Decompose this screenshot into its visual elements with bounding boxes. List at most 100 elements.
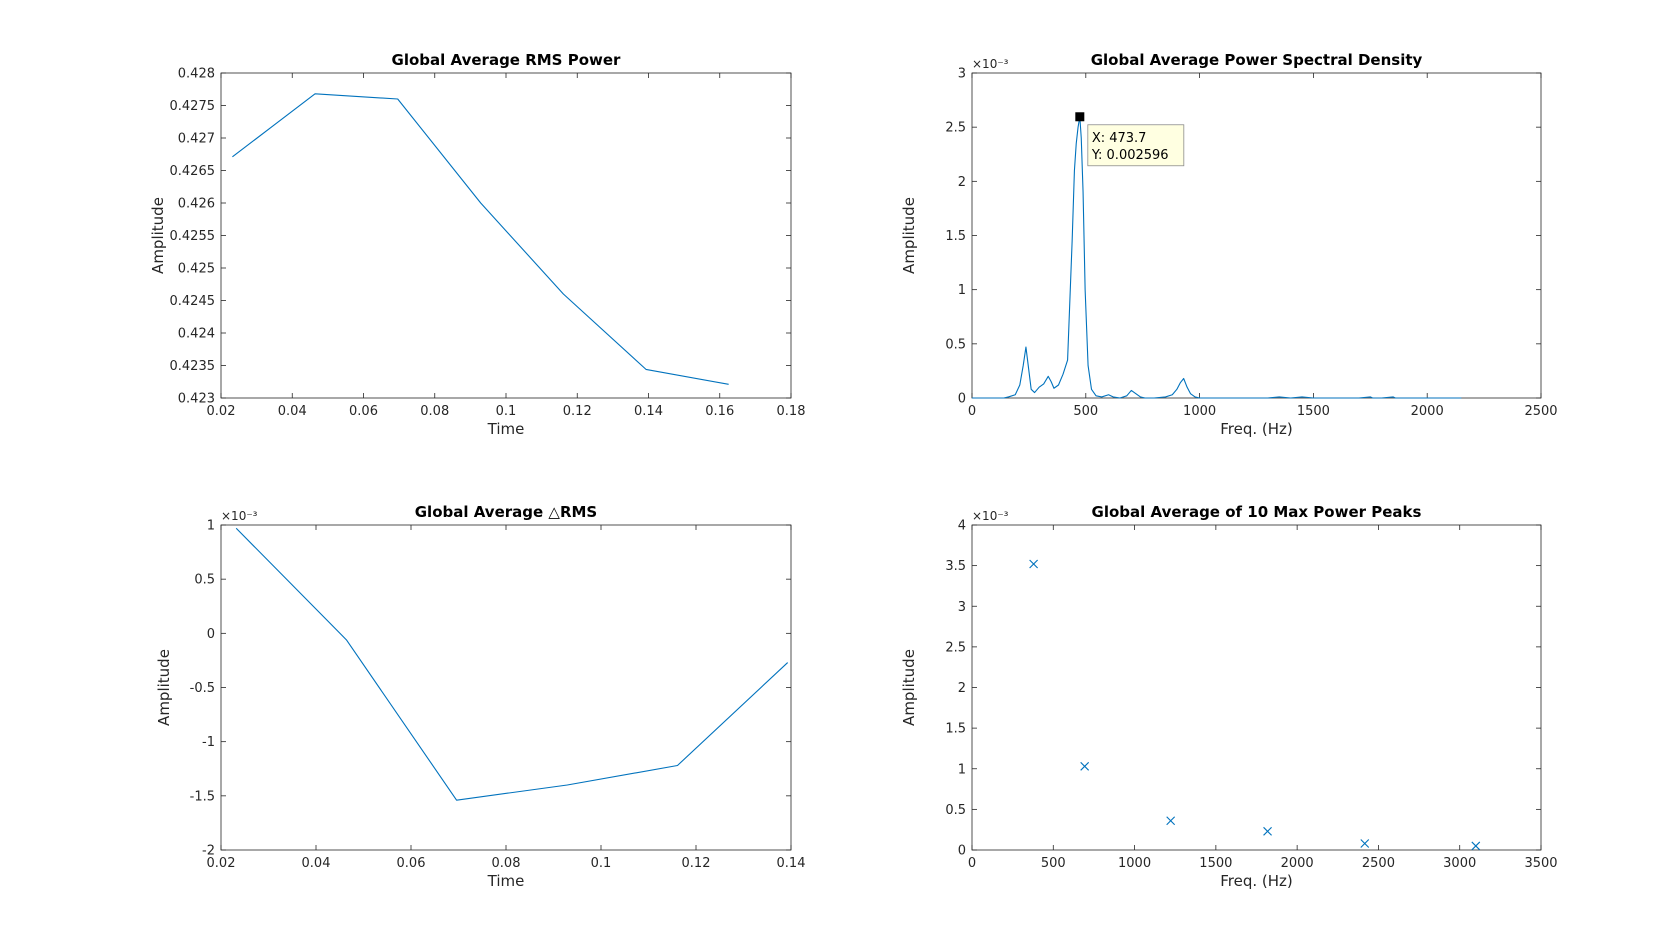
scatter-point	[1360, 839, 1370, 848]
y-axis-label: Amplitude	[155, 649, 173, 726]
x-tick-label: 1500	[1297, 404, 1330, 419]
x-tick-label: 2000	[1411, 404, 1444, 419]
scatter-point	[1029, 559, 1039, 569]
x-tick-label: 2500	[1362, 856, 1395, 871]
y-exponent-label: ×10⁻³	[972, 509, 1009, 523]
axes-box	[971, 72, 1542, 399]
x-tick-label: 0.06	[397, 856, 426, 871]
x-tick-label: 0.02	[207, 404, 236, 419]
series-line	[235, 527, 789, 801]
y-tick-label: 2.5	[945, 121, 966, 136]
y-tick-label: -2	[202, 844, 215, 859]
y-tick-label: 1.5	[945, 229, 966, 244]
x-tick-label: 0.1	[496, 404, 517, 419]
chart-title: Global Average △RMS	[415, 503, 597, 521]
y-tick-label: 3.5	[945, 559, 966, 574]
y-axis-label: Amplitude	[149, 197, 167, 274]
x-tick-label: 2500	[1524, 404, 1557, 419]
x-tick-label: 0.1	[591, 856, 612, 871]
y-tick-label: 2	[958, 681, 966, 696]
series-line	[972, 116, 1462, 399]
axes-box	[971, 524, 1542, 851]
x-tick-label: 0.16	[705, 404, 734, 419]
chart-title: Global Average Power Spectral Density	[1091, 51, 1423, 69]
x-tick-label: 0.14	[634, 404, 663, 419]
x-tick-label: 1500	[1199, 856, 1232, 871]
x-tick-label: 0.12	[682, 856, 711, 871]
axes-psd: 0 500 1000 1500 2000 2500 0 0.5 1 1.5 2 2.5 3 ×10⁻³ Gl…	[900, 51, 1558, 438]
x-tick-label: 0.14	[777, 856, 806, 871]
scatter-point	[1166, 816, 1176, 826]
y-tick-label: 1	[958, 762, 966, 777]
x-tick-label: 0.06	[349, 404, 378, 419]
y-tick-label: 4	[958, 519, 966, 534]
y-tick-label: 0.5	[945, 337, 966, 352]
chart-title: Global Average of 10 Max Power Peaks	[1092, 503, 1422, 521]
x-tick-label: 0.18	[777, 404, 806, 419]
x-tick-label: 2000	[1281, 856, 1314, 871]
y-tick-label: 3	[958, 600, 966, 615]
y-tick-label: -0.5	[190, 681, 215, 696]
datatip-x-text: X: 473.7	[1092, 131, 1147, 146]
y-tick-label: 0.428	[178, 67, 215, 82]
y-tick-label: 2.5	[945, 640, 966, 655]
x-tick-label: 0.04	[302, 856, 331, 871]
x-tick-label: 0.04	[278, 404, 307, 419]
y-axis-label: Amplitude	[900, 649, 918, 726]
y-tick-label: 3	[958, 67, 966, 82]
y-tick-label: 0	[207, 627, 215, 642]
y-tick-label: 1	[207, 519, 215, 534]
scatter-point	[1080, 761, 1090, 771]
axes-rms-power: 0.02 0.04 0.06 0.08 0.1 0.12 0.14 0.16 0.18 0.423…	[149, 51, 805, 438]
x-tick-label: 1000	[1118, 856, 1151, 871]
y-tick-label: 0.424	[178, 327, 215, 342]
x-tick-label: 500	[1073, 404, 1098, 419]
y-tick-label: 1.5	[945, 722, 966, 737]
y-tick-label: -1	[202, 735, 215, 750]
series-line	[232, 93, 729, 385]
y-tick-label: 0	[958, 844, 966, 859]
y-tick-label: 1	[958, 283, 966, 298]
x-tick-label: 3500	[1524, 856, 1557, 871]
x-tick-label: 0.08	[492, 856, 521, 871]
axes-max-peaks: 0 500 1000 1500 2000 2500 3000 3500 0 0.5 1 1.5 2 2.5…	[900, 503, 1558, 890]
datatip-y-text: Y: 0.002596	[1091, 148, 1169, 163]
scatter-point	[1263, 826, 1272, 836]
x-tick-label: 0	[968, 404, 976, 419]
scatter-point	[1471, 841, 1481, 851]
y-exponent-label: ×10⁻³	[972, 57, 1009, 71]
y-tick-label: 0.425	[178, 262, 215, 277]
x-tick-label: 1000	[1183, 404, 1216, 419]
y-tick-label: 0.4235	[170, 359, 216, 374]
axes-box	[220, 72, 792, 399]
y-tick-label: 0	[958, 392, 966, 407]
axes-box	[220, 524, 792, 851]
y-tick-label: 0.427	[178, 132, 215, 147]
datatip-box	[1087, 124, 1185, 167]
y-tick-label: 0.4255	[170, 229, 216, 244]
chart-title: Global Average RMS Power	[392, 51, 621, 69]
x-tick-label: 500	[1041, 856, 1066, 871]
y-tick-label: 0.423	[178, 392, 215, 407]
datatip[interactable]: X: 473.7 Y: 0.002596	[1075, 112, 1185, 167]
y-tick-label: 0.4265	[170, 164, 216, 179]
y-axis-label: Amplitude	[900, 197, 918, 274]
x-tick-label: 3000	[1443, 856, 1476, 871]
y-exponent-label: ×10⁻³	[221, 509, 258, 523]
y-tick-label: 0.4245	[170, 294, 216, 309]
datatip-marker[interactable]	[1075, 112, 1085, 122]
x-axis-label: Time	[487, 872, 525, 890]
x-axis-label: Freq. (Hz)	[1220, 420, 1293, 438]
y-tick-label: 2	[958, 175, 966, 190]
y-tick-label: 0.5	[945, 803, 966, 818]
y-tick-label: 0.4275	[170, 99, 216, 114]
y-tick-label: -1.5	[190, 789, 215, 804]
y-tick-label: 0.5	[194, 573, 215, 588]
x-tick-label: 0.08	[420, 404, 449, 419]
x-tick-label: 0.02	[207, 856, 236, 871]
y-tick-label: 0.426	[178, 197, 215, 212]
x-tick-label: 0	[968, 856, 976, 871]
x-tick-label: 0.12	[563, 404, 592, 419]
